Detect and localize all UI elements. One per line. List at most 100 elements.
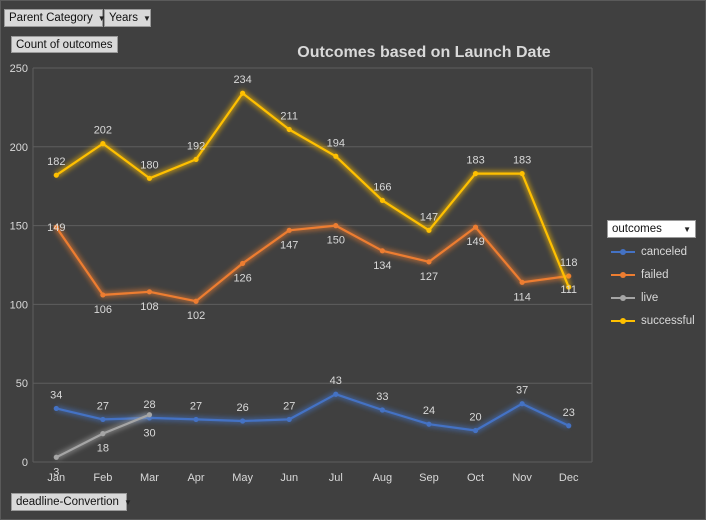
chart-title: Outcomes based on Launch Date [297, 44, 550, 61]
series-line-failed [55, 224, 569, 303]
series-glow [55, 390, 570, 434]
x-tick-label: Mar [140, 472, 159, 484]
data-point-canceled [519, 401, 525, 407]
chevron-down-icon: ▼ [683, 224, 691, 234]
data-label-canceled: 28 [143, 399, 155, 411]
data-point-failed [379, 248, 385, 254]
data-label-successful: 111 [560, 284, 577, 296]
x-tick-label: Feb [93, 472, 112, 484]
data-label-live: 18 [97, 443, 109, 455]
data-point-canceled [566, 423, 572, 429]
data-label-canceled: 27 [283, 400, 295, 412]
data-label-successful: 194 [327, 137, 345, 149]
data-label-failed: 106 [94, 304, 112, 316]
x-tick-label: Dec [559, 472, 579, 484]
data-label-successful: 180 [140, 159, 158, 171]
x-axis-tick-labels: Jan Feb Mar Apr May Jun Jul Aug Sep Oct Nov Dec [47, 472, 579, 484]
y-tick-label: 200 [10, 142, 28, 154]
series-line-successful [55, 92, 570, 288]
y-axis-tick-labels: 0 50 100 150 200 250 [10, 63, 28, 469]
data-point-canceled [333, 391, 339, 397]
data-point-failed [472, 224, 479, 230]
data-label-successful: 192 [187, 140, 205, 152]
data-point-canceled [379, 407, 385, 413]
data-label-successful: 147 [420, 211, 438, 223]
data-point-successful [472, 170, 479, 177]
series-canceled [53, 390, 572, 434]
legend-item-failed[interactable]: failed [609, 263, 695, 286]
data-point-failed [100, 292, 106, 298]
x-tick-label: Jun [280, 472, 298, 484]
chevron-down-icon: ▼ [123, 497, 132, 507]
legend-label: successful [641, 314, 695, 327]
x-tick-label: Aug [373, 472, 393, 484]
x-tick-label: Sep [419, 472, 439, 484]
parent-category-filter-button[interactable]: Parent Category ▼ [4, 9, 106, 27]
data-point-successful [379, 197, 385, 203]
axis-field-label: deadline-Convertion [16, 496, 119, 508]
x-tick-label: May [232, 472, 253, 484]
x-tick-label: Jan [47, 472, 65, 484]
data-label-successful: 234 [233, 74, 251, 86]
data-point-successful [53, 172, 59, 178]
data-point-failed [193, 298, 199, 304]
years-filter-button[interactable]: Years ▼ [104, 9, 151, 27]
data-label-live: 30 [143, 428, 155, 440]
data-label-failed: 149 [466, 236, 484, 248]
value-field-button[interactable]: Count of outcomes [11, 36, 118, 53]
data-point-canceled [193, 416, 199, 423]
parent-category-label: Parent Category [9, 12, 93, 24]
y-tick-label: 150 [10, 221, 28, 233]
data-point-successful [333, 153, 339, 159]
data-point-successful [286, 126, 292, 133]
data-label-canceled: 34 [50, 389, 62, 401]
data-point-live [100, 431, 106, 437]
legend-swatch [609, 247, 637, 257]
data-label-failed: 126 [233, 272, 251, 284]
data-point-successful [566, 284, 572, 290]
legend-swatch [609, 270, 637, 280]
data-label-canceled: 37 [516, 385, 528, 397]
data-label-canceled: 27 [190, 400, 202, 412]
data-point-failed [146, 289, 153, 295]
data-point-successful [193, 156, 199, 163]
data-label-canceled: 33 [376, 391, 388, 403]
data-label-successful: 182 [47, 156, 65, 168]
gridlines [32, 67, 593, 463]
series-live [53, 411, 153, 460]
series-lines [53, 88, 572, 460]
value-field-label: Count of outcomes [16, 38, 113, 51]
legend-field-button[interactable]: outcomes ▼ [607, 220, 696, 238]
data-point-canceled [426, 421, 432, 427]
legend-swatch [609, 293, 637, 303]
data-label-canceled: 20 [469, 411, 481, 423]
chevron-down-icon: ▼ [143, 13, 151, 23]
axis-field-button[interactable]: deadline-Convertion ▼ [11, 493, 132, 511]
data-point-failed [286, 227, 292, 233]
data-label-failed: 149 [47, 222, 65, 234]
x-tick-label: Jul [329, 472, 343, 484]
legend-label: canceled [641, 245, 688, 258]
data-point-canceled [53, 405, 59, 412]
series-successful [53, 88, 572, 290]
data-point-canceled [472, 427, 479, 434]
legend-item-canceled[interactable]: canceled [609, 240, 695, 263]
data-label-canceled: 24 [423, 405, 435, 417]
data-point-successful [426, 227, 432, 233]
data-label-failed: 127 [420, 271, 438, 283]
y-tick-label: 0 [22, 457, 28, 469]
data-label-failed: 102 [187, 310, 205, 322]
legend-item-successful[interactable]: successful [609, 309, 695, 332]
data-point-successful [146, 175, 153, 181]
legend-item-live[interactable]: live [609, 286, 695, 309]
series-glow [54, 88, 572, 289]
data-label-successful: 202 [94, 125, 112, 137]
x-tick-label: Apr [187, 472, 204, 484]
data-point-canceled [240, 418, 246, 424]
legend-swatch [609, 316, 637, 326]
data-label-successful: 166 [373, 181, 391, 193]
legend: canceled failed live successful [609, 240, 695, 332]
data-point-successful [240, 90, 246, 96]
y-tick-label: 250 [10, 63, 28, 75]
